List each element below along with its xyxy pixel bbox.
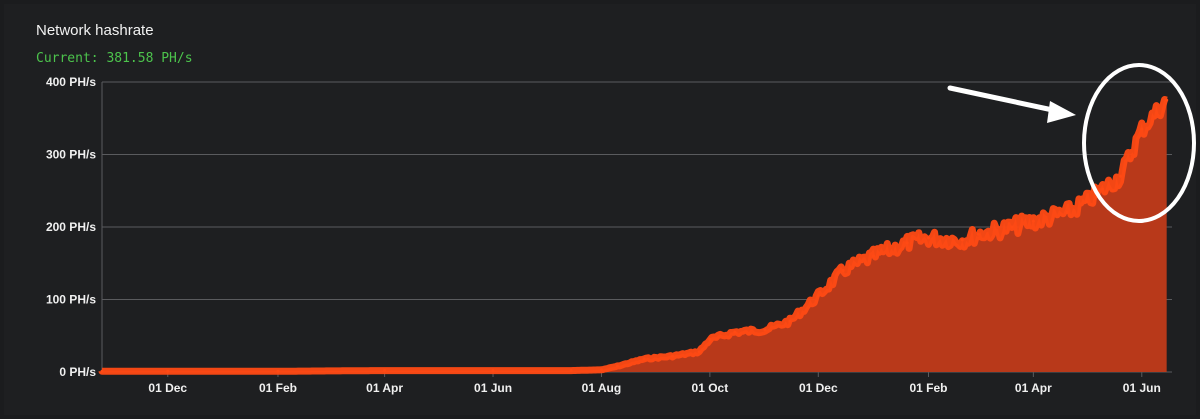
hashrate-point — [615, 364, 619, 368]
hashrate-point — [491, 369, 495, 373]
hashrate-point — [1085, 200, 1089, 204]
x-tick-label: 01 Feb — [909, 381, 947, 395]
hashrate-point — [816, 294, 820, 298]
hashrate-point — [600, 368, 603, 372]
hashrate-point — [1031, 219, 1035, 223]
hashrate-point — [276, 369, 280, 373]
hashrate-point — [976, 232, 980, 236]
hashrate-area — [102, 99, 1167, 372]
hashrate-point — [788, 319, 792, 323]
chart-title: Network hashrate — [36, 22, 154, 39]
hashrate-point — [671, 354, 674, 358]
x-tick-label: 01 Jun — [1123, 381, 1161, 395]
hashrate-point — [100, 369, 104, 373]
hashrate-point — [960, 238, 964, 242]
x-tick-label: 01 Dec — [799, 381, 838, 395]
hashrate-point — [708, 337, 712, 341]
hashrate-point — [1165, 98, 1169, 102]
hashrate-point — [1065, 211, 1069, 214]
y-tick-label: 0 PH/s — [59, 365, 96, 379]
annotation-ellipse — [1082, 63, 1196, 223]
hashrate-point — [733, 330, 737, 334]
annotation-arrow-shaft — [947, 85, 1065, 115]
annotation-arrow-head — [1047, 101, 1076, 123]
y-tick-label: 200 PH/s — [46, 220, 96, 234]
hashrate-point — [871, 254, 875, 258]
hashrate-point — [1119, 174, 1122, 178]
x-tick-label: 01 Apr — [1015, 381, 1052, 395]
hashrate-point — [383, 369, 387, 373]
hashrate-point — [1140, 127, 1144, 131]
x-tick-label: 01 Apr — [366, 381, 403, 395]
hashrate-point — [927, 236, 930, 240]
current-hashrate: Current: 381.58 PH/s — [36, 51, 193, 66]
y-tick-label: 400 PH/s — [46, 75, 96, 89]
y-tick-label: 300 PH/s — [46, 148, 96, 162]
x-tick-label: 01 Oct — [692, 381, 729, 395]
hashrate-point — [905, 241, 909, 245]
hashrate-point — [1010, 225, 1014, 229]
hashrate-point — [763, 328, 767, 332]
hashrate-point — [569, 369, 573, 373]
hashrate-point — [841, 269, 845, 272]
x-tick-label: 01 Dec — [148, 381, 187, 395]
hashrate-point — [697, 350, 701, 354]
x-tick-label: 01 Feb — [259, 381, 297, 395]
y-tick-label: 100 PH/s — [46, 293, 96, 307]
x-tick-label: 01 Jun — [474, 381, 512, 395]
hashrate-point — [1101, 187, 1105, 191]
hashrate-point — [166, 369, 170, 373]
x-tick-label: 01 Aug — [582, 381, 622, 395]
hashrate-point — [642, 357, 646, 361]
